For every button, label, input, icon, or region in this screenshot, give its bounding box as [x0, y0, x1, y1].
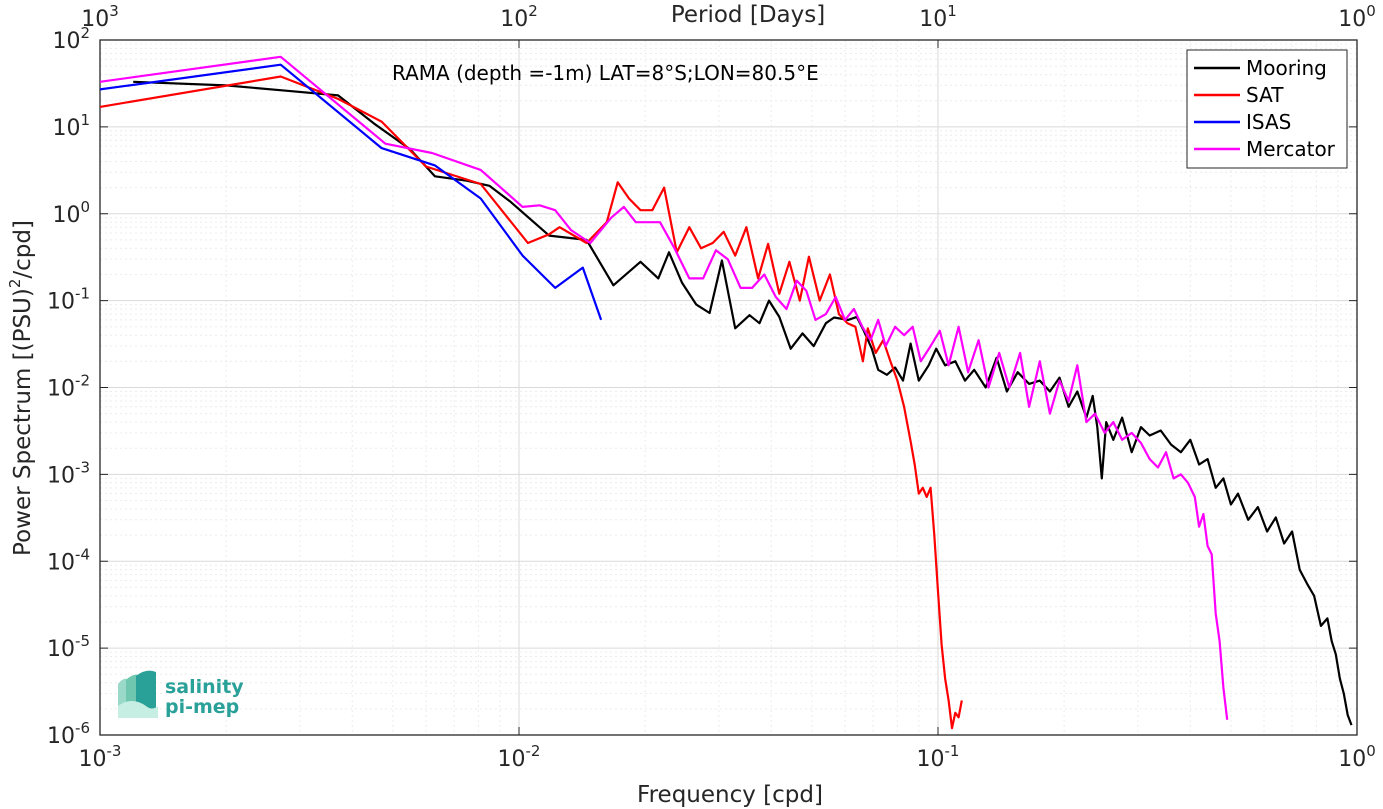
y-tick-label: 10-5: [47, 632, 90, 662]
y-axis-label: Power Spectrum [(PSU)2/cpd]: [6, 220, 36, 556]
x-tick-label: 10-3: [79, 742, 122, 772]
legend-label-sat: SAT: [1246, 83, 1284, 107]
y-tick-label: 100: [52, 198, 90, 228]
y-tick-label: 101: [52, 111, 90, 141]
y-tick-label: 10-6: [47, 719, 90, 749]
series-line-mercator: [99, 55, 1229, 720]
y-tick-label: 10-2: [47, 372, 90, 402]
top-axis-label: Period [Days]: [671, 2, 825, 28]
axis-ticks: [99, 39, 1358, 736]
x-axis-label: Frequency [cpd]: [637, 782, 823, 808]
x-tick-label: 100: [1338, 742, 1376, 772]
y-tick-label: 10-3: [47, 458, 90, 488]
grid: [100, 40, 1357, 735]
salinity-pi-mep-logo: salinity pi-mep: [118, 670, 244, 718]
top-tick-label: 102: [500, 2, 538, 32]
top-tick-label: 100: [1338, 2, 1376, 32]
legend: Mooring SAT ISAS Mercator: [1186, 49, 1348, 169]
logo-waves-icon: [118, 670, 158, 718]
y-tick-label: 102: [52, 24, 90, 54]
y-tick-label: 10-4: [47, 545, 90, 575]
legend-label-isas: ISAS: [1246, 110, 1291, 134]
legend-label-mooring: Mooring: [1246, 56, 1327, 80]
x-tick-label: 10-2: [498, 742, 541, 772]
series-line-isas: [99, 63, 603, 321]
series-lines: [99, 55, 1353, 730]
legend-label-mercator: Mercator: [1246, 137, 1336, 161]
x-tick-label: 10-1: [917, 742, 960, 772]
series-line-sat: [99, 75, 963, 730]
top-tick-label: 101: [919, 2, 957, 32]
logo-text-line1: salinity: [165, 676, 244, 698]
series-line-mooring: [133, 80, 1353, 726]
top-tick-label: 103: [81, 2, 119, 32]
chart-annotation: RAMA (depth =-1m) LAT=8°S;LON=80.5°E: [392, 61, 819, 85]
y-tick-label: 10-1: [47, 285, 90, 315]
logo-text-line2: pi-mep: [165, 696, 239, 718]
